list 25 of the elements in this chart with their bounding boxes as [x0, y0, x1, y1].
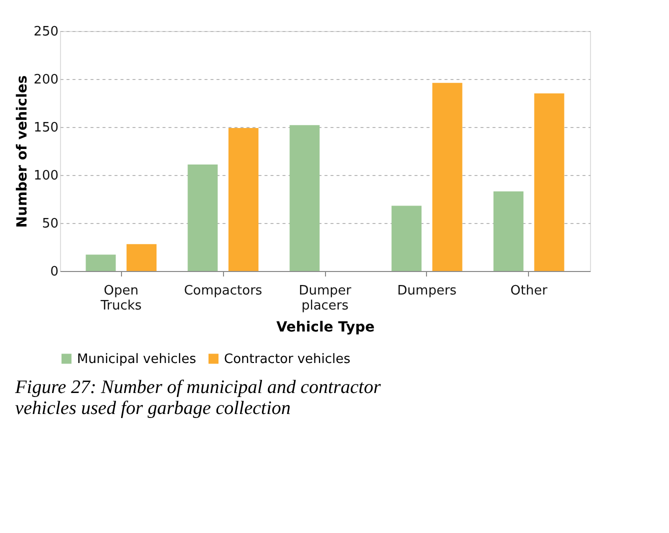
- y-tick-label: 0: [50, 264, 58, 280]
- bar: [432, 82, 462, 271]
- y-tick-label: 250: [34, 24, 58, 40]
- bar: [228, 128, 258, 271]
- y-tick-label: 200: [34, 72, 58, 88]
- x-tick-label: Other: [510, 284, 548, 298]
- bar: [392, 206, 422, 271]
- legend-label: Contractor vehicles: [224, 352, 351, 367]
- bar: [126, 244, 157, 271]
- y-axis-title: Number of vehicles: [14, 75, 31, 228]
- x-tick-label: Open Trucks: [100, 284, 142, 314]
- x-tick-label: Compactors: [184, 284, 262, 298]
- y-tick-label: 150: [34, 120, 58, 136]
- bar: [493, 191, 524, 271]
- x-tick-label: Dumper placers: [298, 284, 352, 314]
- bar: [534, 93, 564, 271]
- bar: [290, 125, 320, 271]
- bar: [86, 254, 116, 271]
- legend-label: Municipal vehicles: [77, 352, 196, 367]
- caption: Figure 27: Number of municipal and contractor vehicles used for garbage collection: [14, 377, 382, 419]
- y-tick-label: 100: [34, 168, 58, 184]
- x-axis-title: Vehicle Type: [276, 320, 375, 336]
- bar: [188, 164, 218, 271]
- x-tick-label: Dumpers: [397, 284, 457, 298]
- y-tick-label: 50: [42, 216, 58, 232]
